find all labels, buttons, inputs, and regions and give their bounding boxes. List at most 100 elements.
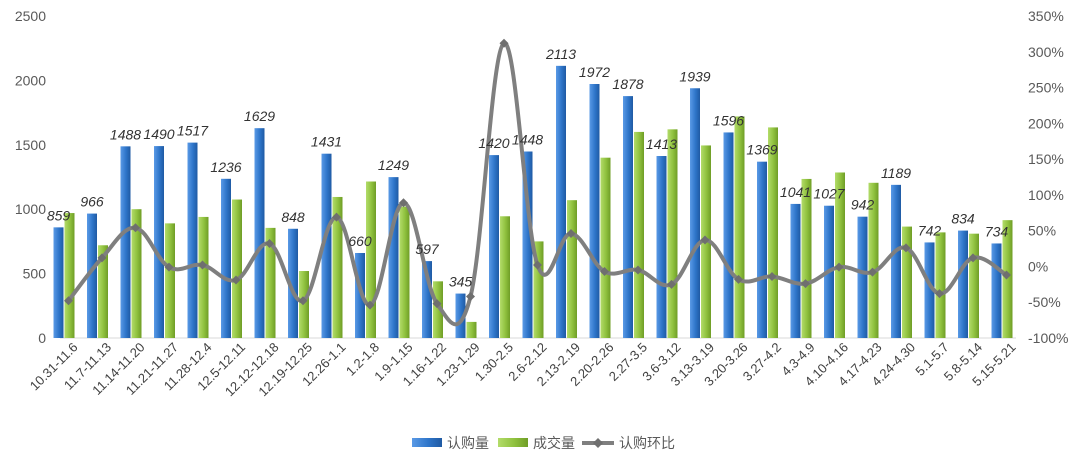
legend-marker xyxy=(593,438,603,448)
line-point-marker xyxy=(164,262,174,272)
y-left-tick-label: 500 xyxy=(23,266,47,282)
bar-transaction xyxy=(801,178,812,338)
data-label-subscription: 1420 xyxy=(478,135,509,151)
legend-item: 成交量 xyxy=(498,435,575,451)
y-right-tick-label: 150% xyxy=(1028,151,1064,167)
data-label-subscription: 1249 xyxy=(378,157,409,173)
bar-transaction xyxy=(399,206,410,338)
data-label-subscription: 1596 xyxy=(713,112,744,128)
line-point-marker xyxy=(466,291,475,301)
line-point-marker xyxy=(935,289,944,299)
line-point-marker xyxy=(566,229,576,239)
data-label-subscription: 1878 xyxy=(612,76,643,92)
line-point-marker xyxy=(231,275,241,285)
data-label-subscription: 1236 xyxy=(210,159,241,175)
line-point-marker xyxy=(499,38,509,48)
line-point-marker xyxy=(667,279,676,289)
bar-subscription xyxy=(53,227,64,338)
data-label-subscription: 1369 xyxy=(746,142,777,158)
legend: 认购量 成交量 认购环比 xyxy=(412,435,675,451)
bar-transaction xyxy=(232,199,242,338)
bar-subscription xyxy=(221,178,231,338)
bar-transaction xyxy=(500,216,510,338)
line-point-marker xyxy=(700,235,710,245)
y-left-tick-label: 0 xyxy=(38,330,46,346)
bar-subscription xyxy=(958,230,968,338)
line-point-marker xyxy=(801,279,810,289)
bar-subscription xyxy=(790,203,801,338)
bar-subscription xyxy=(556,65,566,339)
bar-subscription xyxy=(455,293,466,338)
bar-transaction xyxy=(198,216,209,338)
y-left-tick-label: 2500 xyxy=(15,8,46,24)
y-right-tick-label: 250% xyxy=(1028,80,1064,96)
legend-swatch xyxy=(498,438,528,447)
data-label-subscription: 1189 xyxy=(881,165,911,181)
data-label-subscription: 597 xyxy=(415,241,440,257)
bar-transaction xyxy=(768,127,778,338)
bar-subscription xyxy=(656,156,667,338)
line-point-marker xyxy=(600,266,609,276)
y-right-tick-label: -50% xyxy=(1028,294,1061,310)
bar-subscription xyxy=(489,155,499,338)
bar-subscription xyxy=(120,146,131,338)
y-right-tick-label: 200% xyxy=(1028,115,1064,131)
bar-transaction xyxy=(868,182,879,338)
bar-transaction xyxy=(366,181,376,338)
bar-transaction xyxy=(634,131,644,338)
bars-layer xyxy=(53,65,1013,339)
line-point-marker xyxy=(432,299,442,309)
bar-subscription xyxy=(991,243,1002,338)
y-left-tick-label: 2000 xyxy=(15,72,46,88)
line-point-marker xyxy=(901,243,911,253)
line-point-marker xyxy=(734,274,743,284)
bar-subscription xyxy=(288,228,298,338)
line-point-marker xyxy=(97,253,107,263)
data-label-subscription: 1413 xyxy=(646,136,677,152)
bar-transaction xyxy=(935,232,946,338)
bar-subscription xyxy=(924,242,935,338)
data-label-subscription: 660 xyxy=(348,233,372,249)
bar-subscription xyxy=(87,213,97,338)
line-point-marker xyxy=(1002,270,1011,280)
legend-swatch xyxy=(412,438,442,447)
y-right-tick-label: 100% xyxy=(1028,187,1064,203)
bar-subscription xyxy=(187,142,198,338)
legend-label: 成交量 xyxy=(533,435,575,451)
data-labels-layer: 859 966 1488 1490 1517 1236 1629 848 1431 660 1249… xyxy=(47,46,1009,290)
bar-transaction xyxy=(969,233,979,338)
data-label-subscription: 1939 xyxy=(679,68,710,84)
bar-transaction xyxy=(433,281,443,338)
bar-subscription xyxy=(388,177,399,338)
line-point-marker xyxy=(834,262,844,272)
line-point-marker xyxy=(131,223,140,233)
y-right-tick-label: 350% xyxy=(1028,8,1064,24)
data-label-subscription: 2113 xyxy=(545,46,576,62)
bar-transaction xyxy=(332,196,343,338)
bar-subscription xyxy=(723,132,734,338)
bar-subscription xyxy=(422,261,432,338)
y-right-tick-label: -100% xyxy=(1028,330,1068,346)
line-point-marker xyxy=(365,300,375,310)
line-point-marker xyxy=(298,296,308,306)
line-point-marker xyxy=(332,212,341,222)
data-label-subscription: 859 xyxy=(47,207,71,223)
line-point-marker xyxy=(64,296,73,306)
legend-item: 认购环比 xyxy=(582,435,675,451)
data-label-subscription: 1448 xyxy=(512,131,543,147)
line-point-marker xyxy=(868,267,877,277)
data-label-subscription: 942 xyxy=(851,197,875,213)
line-point-marker xyxy=(533,260,542,270)
bar-transaction xyxy=(600,157,611,338)
data-label-subscription: 345 xyxy=(449,274,473,290)
bar-transaction xyxy=(667,129,678,338)
data-label-subscription: 1431 xyxy=(311,134,342,150)
bar-subscription xyxy=(857,216,868,338)
bar-transaction xyxy=(466,321,477,338)
legend-label: 认购量 xyxy=(447,435,489,451)
data-label-subscription: 966 xyxy=(80,194,104,210)
data-label-subscription: 834 xyxy=(951,211,975,227)
data-label-subscription: 734 xyxy=(985,223,1009,239)
bar-subscription xyxy=(254,128,265,338)
bar-transaction xyxy=(98,245,108,338)
